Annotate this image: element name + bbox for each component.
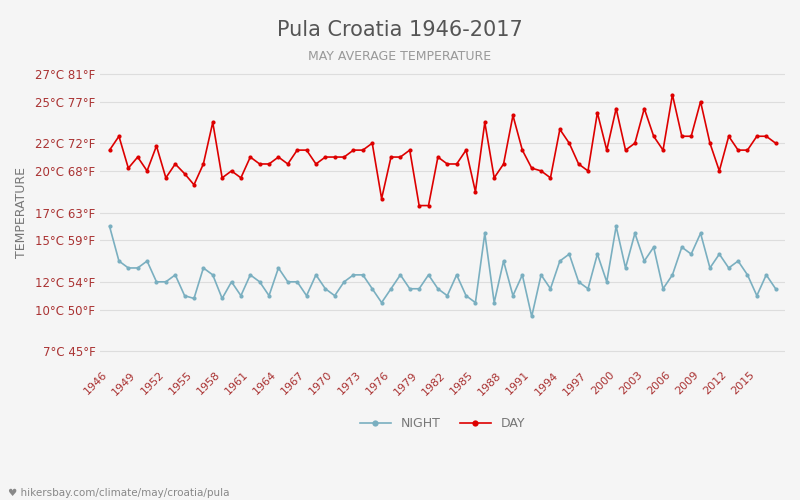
DAY [490, 175, 499, 181]
NIGHT [105, 224, 114, 230]
DAY [536, 168, 546, 174]
NIGHT [527, 314, 537, 320]
Line: DAY: DAY [107, 92, 778, 208]
Text: MAY AVERAGE TEMPERATURE: MAY AVERAGE TEMPERATURE [309, 50, 491, 63]
Legend: NIGHT, DAY: NIGHT, DAY [354, 412, 530, 435]
DAY [330, 154, 339, 160]
Line: NIGHT: NIGHT [107, 224, 778, 318]
DAY [734, 147, 743, 153]
NIGHT [330, 292, 339, 298]
Text: ♥ hikersbay.com/climate/may/croatia/pula: ♥ hikersbay.com/climate/may/croatia/pula [8, 488, 230, 498]
DAY [105, 147, 114, 153]
NIGHT [565, 251, 574, 257]
DAY [414, 202, 424, 208]
NIGHT [198, 265, 208, 271]
NIGHT [480, 230, 490, 236]
Y-axis label: TEMPERATURE: TEMPERATURE [15, 167, 28, 258]
Text: Pula Croatia 1946-2017: Pula Croatia 1946-2017 [277, 20, 523, 40]
DAY [565, 140, 574, 146]
DAY [198, 161, 208, 167]
DAY [771, 140, 781, 146]
DAY [668, 92, 678, 98]
NIGHT [264, 292, 274, 298]
NIGHT [771, 286, 781, 292]
NIGHT [536, 272, 546, 278]
